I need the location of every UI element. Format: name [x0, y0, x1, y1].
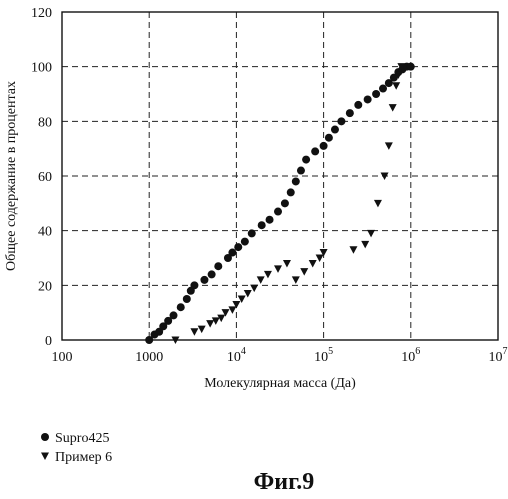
- data-point-triangle: [190, 328, 198, 336]
- data-point-circle: [170, 311, 178, 319]
- x-tick-label: 107: [489, 346, 508, 365]
- legend-label-primer6: Пример 6: [55, 450, 112, 465]
- data-point-triangle: [300, 268, 308, 276]
- series-supro425: [145, 63, 415, 344]
- data-point-triangle: [392, 82, 400, 90]
- legend-marker-supro425: [41, 433, 49, 441]
- x-axis-title: Молекулярная масса (Да): [204, 376, 356, 391]
- data-point-circle: [208, 270, 216, 278]
- data-point-triangle: [274, 265, 282, 273]
- y-tick-label: 0: [45, 334, 52, 349]
- data-point-circle: [354, 101, 362, 109]
- y-tick-label: 20: [38, 279, 52, 294]
- data-point-triangle: [349, 246, 357, 254]
- y-axis-title: Общее содержание в процентах: [4, 81, 19, 271]
- data-point-circle: [311, 147, 319, 155]
- data-point-triangle: [385, 142, 393, 150]
- x-tick-label: 105: [314, 346, 333, 365]
- data-point-triangle: [361, 241, 369, 249]
- data-point-circle: [379, 85, 387, 93]
- data-point-triangle: [257, 276, 265, 284]
- data-point-circle: [214, 262, 222, 270]
- legend-circle-marker: [41, 433, 49, 441]
- y-tick-label: 100: [31, 61, 52, 76]
- data-point-circle: [241, 238, 249, 246]
- x-tick-label: 104: [227, 346, 246, 365]
- data-point-circle: [274, 208, 282, 216]
- legend-triangle-marker: [41, 453, 49, 461]
- data-point-circle: [372, 90, 380, 98]
- data-point-circle: [346, 109, 354, 117]
- y-tick-label: 40: [38, 225, 52, 240]
- data-point-circle: [320, 142, 328, 150]
- legend-marker-primer6: [41, 453, 49, 461]
- data-series: [145, 63, 415, 344]
- data-point-triangle: [389, 104, 397, 112]
- data-point-triangle: [198, 326, 206, 334]
- x-tick-labels: 100 1000 104 105 106 107: [52, 346, 508, 365]
- data-point-circle: [331, 126, 339, 134]
- data-point-triangle: [250, 285, 258, 293]
- y-tick-label: 80: [38, 115, 52, 130]
- data-point-circle: [281, 199, 289, 207]
- data-point-triangle: [316, 255, 324, 263]
- data-point-triangle: [264, 271, 272, 279]
- legend-label-supro425: Supro425: [55, 431, 109, 446]
- y-tick-label: 120: [31, 6, 52, 21]
- data-point-circle: [407, 63, 415, 71]
- legend: Supro425 Пример 6: [41, 431, 112, 465]
- data-point-triangle: [309, 260, 317, 268]
- data-point-circle: [266, 216, 274, 224]
- data-point-circle: [258, 221, 266, 229]
- x-tick-label: 100: [52, 350, 73, 365]
- data-point-circle: [364, 95, 372, 103]
- data-point-triangle: [283, 260, 291, 268]
- data-point-triangle: [292, 276, 300, 284]
- x-tick-label: 1000: [135, 350, 163, 365]
- data-point-circle: [302, 156, 310, 164]
- data-point-circle: [248, 229, 256, 237]
- data-point-triangle: [206, 320, 214, 328]
- data-point-circle: [292, 177, 300, 185]
- data-point-circle: [325, 134, 333, 142]
- grid-lines: [62, 12, 498, 340]
- x-tick-label: 106: [401, 346, 420, 365]
- data-point-circle: [287, 188, 295, 196]
- data-point-triangle: [367, 230, 375, 238]
- data-point-triangle: [228, 306, 236, 314]
- data-point-circle: [297, 167, 305, 175]
- data-point-circle: [337, 117, 345, 125]
- y-tick-label: 60: [38, 170, 52, 185]
- data-point-circle: [200, 276, 208, 284]
- data-point-circle: [190, 281, 198, 289]
- data-point-triangle: [374, 200, 382, 208]
- data-point-circle: [177, 303, 185, 311]
- data-point-circle: [234, 243, 242, 251]
- data-point-circle: [228, 249, 236, 257]
- data-point-circle: [183, 295, 191, 303]
- y-tick-labels: 0 20 40 60 80 100 120: [31, 6, 52, 349]
- figure-caption: Фиг.9: [254, 469, 315, 495]
